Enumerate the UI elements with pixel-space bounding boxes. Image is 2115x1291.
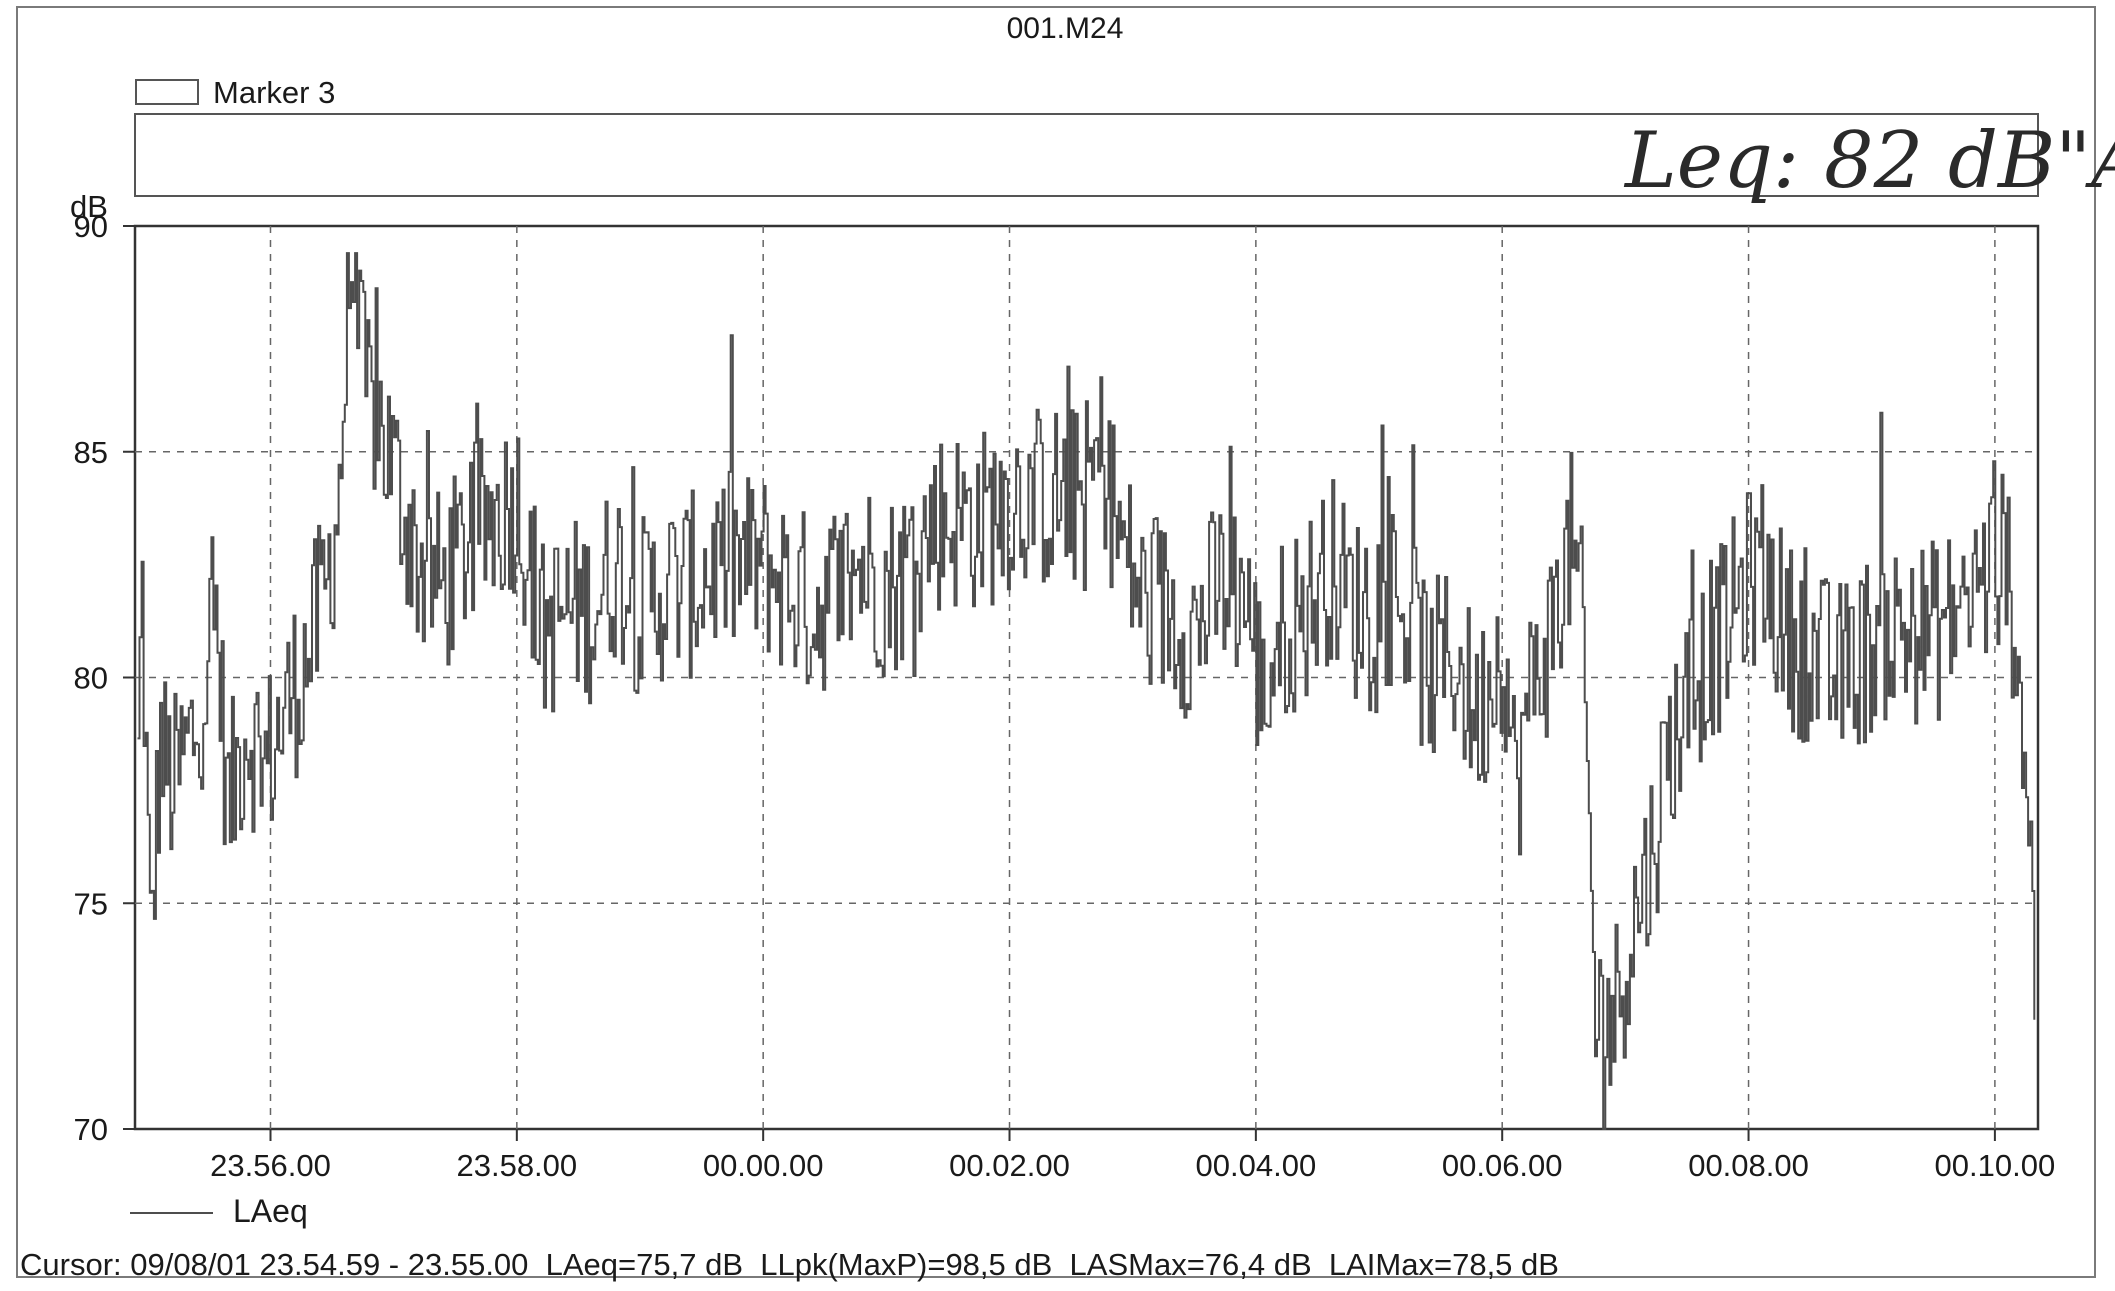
x-tick-label: 00.04.00	[1196, 1148, 1317, 1183]
y-tick-label: 85	[74, 435, 108, 470]
x-tick-label: 23.58.00	[456, 1148, 577, 1183]
y-tick-label: 80	[74, 661, 108, 696]
series-layer	[137, 252, 2036, 1130]
x-tick-label: 00.10.00	[1935, 1148, 2056, 1183]
marker-legend-swatch	[135, 79, 199, 105]
x-tick-label: 00.06.00	[1442, 1148, 1563, 1183]
y-axis-label: dB	[70, 189, 108, 224]
marker-legend-label: Marker 3	[213, 75, 335, 110]
y-tick-label: 75	[74, 886, 108, 921]
y-tick-label: 70	[74, 1112, 108, 1147]
x-tick-label: 00.08.00	[1688, 1148, 1809, 1183]
x-tick-label: 00.02.00	[949, 1148, 1070, 1183]
x-tick-label: 23.56.00	[210, 1148, 331, 1183]
cursor-readout: Cursor: 09/08/01 23.54.59 - 23.55.00 LAe…	[20, 1247, 1559, 1282]
series-line-laeq	[137, 252, 2036, 1130]
x-tick-labels: 23.56.00 23.58.00 00.00.00 00.02.00 00.04.00…	[210, 1129, 2055, 1183]
x-tick-label: 00.00.00	[703, 1148, 824, 1183]
y-tick-labels: 90 85 80 75 70	[74, 209, 135, 1147]
grid-lines	[135, 226, 2038, 1129]
chart-title: 001.M24	[1007, 12, 1124, 45]
legend-label-laeq: LAeq	[233, 1193, 308, 1229]
y-tick-label: 90	[74, 209, 108, 244]
marker-band	[134, 113, 2039, 197]
outer-frame	[16, 6, 2096, 1278]
leq-annotation: Leq: 82 dB"A"	[1623, 116, 2115, 206]
